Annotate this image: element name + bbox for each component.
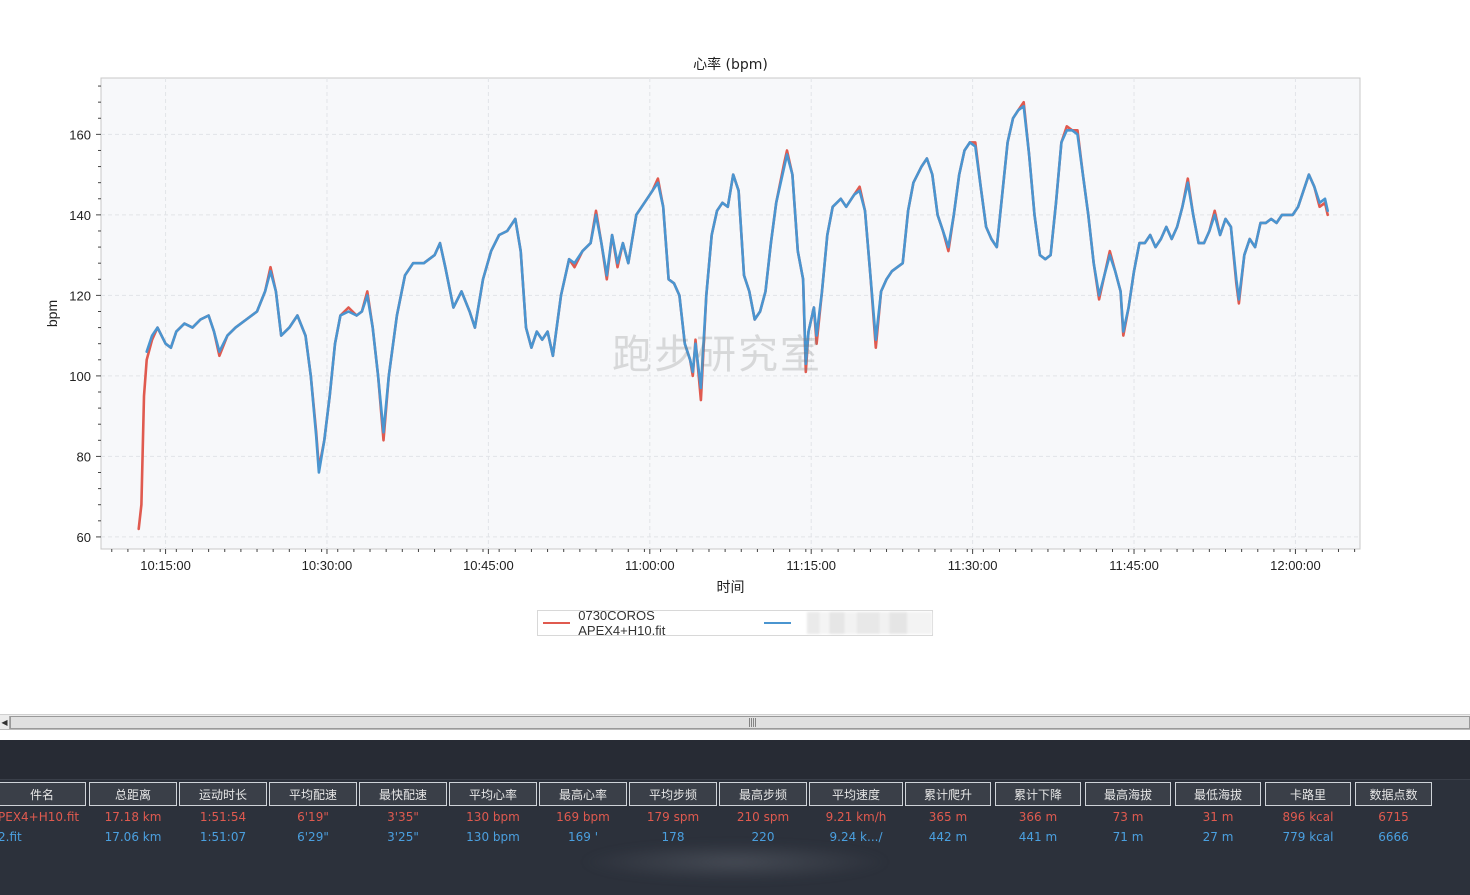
table-cell: 6666	[1378, 830, 1409, 844]
y-tick-label: 80	[77, 449, 91, 464]
table-cell: 130 bpm	[466, 830, 520, 844]
x-tick-label: 11:00:00	[625, 558, 675, 573]
y-tick-label: 100	[69, 369, 91, 384]
table-cell: 210 spm	[736, 810, 790, 824]
table-cell: 3'25"	[387, 830, 419, 844]
table-header[interactable]: 卡路里	[1265, 782, 1351, 806]
table-header[interactable]: 最高海拔	[1085, 782, 1171, 806]
y-tick-label: 60	[77, 530, 91, 545]
table-cell: 6715	[1378, 810, 1409, 824]
y-tick-label: 160	[69, 127, 91, 142]
table-header[interactable]: 平均配速	[269, 782, 357, 806]
y-tick-label: 140	[69, 208, 91, 223]
table-cell: 441 m	[1018, 830, 1058, 844]
legend-swatch-series-2	[764, 622, 792, 624]
y-tick-label: 120	[69, 288, 91, 303]
table-cell: PEX4+H10.fit	[0, 810, 80, 824]
table-cell: 73 m	[1112, 810, 1144, 824]
table-header[interactable]: 累计下降	[995, 782, 1081, 806]
table-header[interactable]: 平均心率	[449, 782, 537, 806]
series-line-2	[145, 104, 1329, 474]
chart-title: 心率 (bpm)	[693, 56, 768, 73]
table-cell: 9.21 km/h	[825, 810, 887, 824]
table-cell: 71 m	[1112, 830, 1144, 844]
summary-toolbar	[0, 740, 1470, 780]
table-header[interactable]: 最低海拔	[1175, 782, 1261, 806]
watermark: 跑步研究室	[612, 332, 822, 378]
x-tick-label: 11:15:00	[786, 558, 836, 573]
x-tick-label: 11:30:00	[948, 558, 998, 573]
table-cell: 179 spm	[646, 810, 700, 824]
table-header[interactable]: 最高步频	[719, 782, 807, 806]
table-cell: 1:51:07	[199, 830, 247, 844]
table-header[interactable]: 数据点数	[1355, 782, 1432, 806]
x-tick-label: 10:15:00	[140, 558, 191, 573]
table-header[interactable]: 累计爬升	[905, 782, 991, 806]
table-header[interactable]: 最高心率	[539, 782, 627, 806]
table-cell: 365 m	[928, 810, 968, 824]
y-axis-label: bpm	[44, 300, 60, 327]
horizontal-scrollbar[interactable]: ◀ ||||	[0, 714, 1470, 730]
table-cell: 9.24 k.../	[829, 830, 883, 844]
chart-panel: 60 80 100 120 140 160 10:15:00 10:30:00 10:45:00…	[44, 56, 1361, 638]
table-cell: 1:51:54	[199, 810, 247, 824]
table-cell: 366 m	[1018, 810, 1058, 824]
table-cell: 442 m	[928, 830, 968, 844]
table-cell: 169 '	[567, 830, 599, 844]
table-cell: 2.fit	[0, 830, 22, 844]
table-cell: 31 m	[1202, 810, 1234, 824]
chart-legend[interactable]: 0730COROS APEX4+H10.fit	[537, 608, 933, 638]
table-header[interactable]: 件名	[0, 782, 86, 806]
heart-rate-chart: 60 80 100 120 140 160 10:15:00 10:30:00 10:45:00…	[44, 56, 1361, 596]
redaction-smudge	[580, 842, 890, 882]
table-cell: 17.06 km	[104, 830, 162, 844]
table-header[interactable]: 平均速度	[809, 782, 903, 806]
x-tick-label: 11:45:00	[1109, 558, 1159, 573]
scrollbar-grip-icon[interactable]: ||||	[748, 718, 757, 728]
table-header[interactable]: 运动时长	[179, 782, 267, 806]
table-header[interactable]: 平均步频	[629, 782, 717, 806]
table-cell: 6'29"	[297, 830, 329, 844]
table-cell: 779 kcal	[1282, 830, 1334, 844]
x-tick-label: 12:00:00	[1270, 558, 1321, 573]
legend-label-series-2-blurred	[807, 612, 932, 634]
table-cell: 6'19"	[297, 810, 329, 824]
table-cell: 3'35"	[387, 810, 419, 824]
table-cell: 220	[751, 830, 775, 844]
legend-swatch-series-1	[543, 622, 571, 624]
legend-label-series-1: 0730COROS APEX4+H10.fit	[578, 608, 666, 638]
x-tick-label: 10:45:00	[463, 558, 514, 573]
scrollbar-thumb[interactable]	[10, 716, 1470, 729]
table-cell: 169 bpm	[556, 810, 610, 824]
table-header[interactable]: 最快配速	[359, 782, 447, 806]
table-cell: 27 m	[1202, 830, 1234, 844]
table-cell: 896 kcal	[1282, 810, 1334, 824]
x-axis-label: 时间	[717, 580, 745, 596]
x-tick-label: 10:30:00	[302, 558, 353, 573]
table-header[interactable]: 总距离	[89, 782, 177, 806]
table-cell: 17.18 km	[104, 810, 162, 824]
scroll-left-arrow-icon[interactable]: ◀	[0, 716, 10, 729]
table-cell: 178	[661, 830, 685, 844]
table-cell: 130 bpm	[466, 810, 520, 824]
plot-area	[100, 77, 1361, 550]
